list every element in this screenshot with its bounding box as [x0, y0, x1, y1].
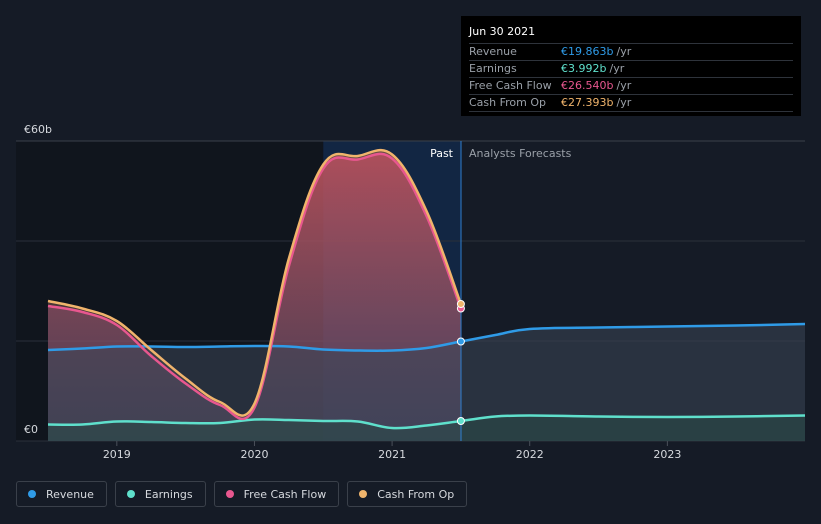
revenue-area	[48, 324, 805, 441]
tooltip-row-unit: /yr	[616, 45, 632, 58]
tooltip-row-label: Earnings	[469, 62, 517, 75]
legend-dot-icon	[359, 490, 368, 498]
y-axis-top-label: €60b	[24, 123, 52, 136]
x-tick-label: 2021	[378, 448, 406, 461]
tooltip-row-unit: /yr	[609, 62, 625, 75]
tooltip-row: Cash From Op €27.393b/yr	[469, 95, 793, 112]
y-axis-bottom-label: €0	[24, 423, 38, 436]
tooltip-row-value: €26.540b	[561, 79, 614, 92]
legend-label: Free Cash Flow	[243, 487, 327, 501]
tooltip-row-unit: /yr	[616, 96, 632, 109]
x-tick-label: 2020	[240, 448, 268, 461]
tooltip-row-label: Cash From Op	[469, 96, 547, 109]
series-areas	[48, 150, 805, 442]
legend-item-cash-from-op[interactable]: Cash From Op	[347, 481, 468, 507]
tooltip-row-label: Free Cash Flow	[469, 79, 552, 92]
cash-from-op-line	[47, 148, 463, 417]
tooltip-row-unit: /yr	[616, 79, 632, 92]
tooltip-row: Revenue €19.863b/yr	[469, 44, 793, 61]
revenue-marker	[456, 337, 465, 346]
tooltip-date: Jun 30 2021	[469, 25, 793, 44]
legend: Revenue Earnings Free Cash Flow Cash From O…	[16, 481, 468, 507]
revenue-line	[47, 322, 806, 352]
legend-item-earnings[interactable]: Earnings	[114, 481, 206, 507]
past-label: Past	[430, 147, 454, 160]
legend-item-revenue[interactable]: Revenue	[16, 481, 107, 507]
earnings-marker	[456, 417, 465, 425]
legend-item-free-cash-flow[interactable]: Free Cash Flow	[213, 481, 340, 507]
tooltip-row-value: €19.863b	[561, 45, 614, 58]
tooltip-row-label: Revenue	[469, 45, 517, 58]
legend-label: Revenue	[46, 487, 94, 501]
tooltip-row-value: €27.393b	[561, 96, 614, 109]
tooltip-panel: Jun 30 2021 Revenue €19.863b/yr Earnings €3…	[461, 16, 801, 116]
series-lines	[47, 148, 806, 430]
tooltip-row: Earnings €3.992b/yr	[469, 61, 793, 78]
tooltip-row-value: €3.992b	[561, 62, 607, 75]
tooltip-rows: Revenue €19.863b/yr Earnings €3.992b/yr Free…	[469, 44, 793, 112]
legend-dot-icon	[28, 490, 36, 498]
x-tick-label: 2019	[103, 448, 131, 461]
cash-from-op-marker	[456, 300, 465, 308]
legend-label: Earnings	[144, 487, 193, 501]
earnings-line	[47, 414, 806, 430]
tooltip-row: Free Cash Flow €26.540b/yr	[469, 78, 793, 95]
legend-label: Cash From Op	[377, 487, 455, 501]
legend-dot-icon	[225, 490, 234, 498]
x-axis-ticks: 2019 2020 2021 2022 2023	[103, 441, 681, 461]
forecast-label: Analysts Forecasts	[469, 147, 572, 160]
hover-markers	[456, 300, 465, 425]
x-tick-label: 2022	[516, 448, 544, 461]
x-tick-label: 2023	[653, 448, 681, 461]
legend-dot-icon	[126, 490, 135, 498]
